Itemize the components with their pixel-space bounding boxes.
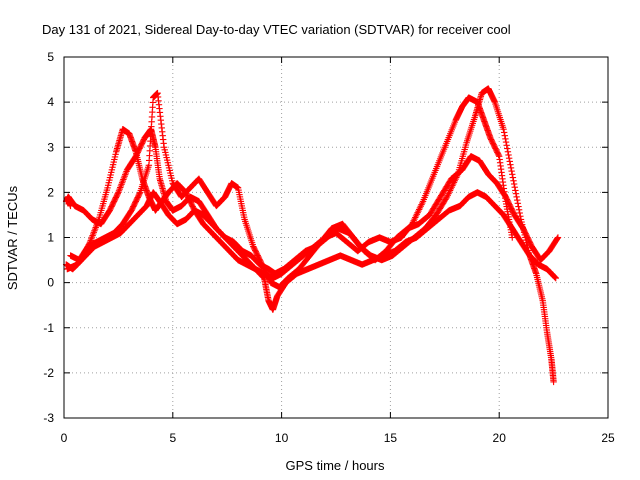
y-tick-label: 5 — [47, 50, 54, 64]
x-tick-label: 10 — [275, 431, 289, 445]
data-point — [511, 184, 518, 191]
y-tick-label: 4 — [47, 95, 54, 109]
data-point — [514, 196, 521, 204]
data-point — [509, 171, 516, 178]
y-tick-label: -2 — [43, 366, 54, 380]
data-point — [506, 158, 513, 165]
data-point — [505, 155, 513, 162]
x-tick-label: 0 — [61, 431, 68, 445]
data-point — [509, 174, 517, 181]
series-track-e — [62, 193, 74, 210]
data-point — [502, 135, 509, 143]
y-tick-label: 1 — [47, 231, 54, 245]
y-axis-label: SDTVAR / TECUs — [5, 185, 20, 290]
data-point — [515, 203, 522, 210]
y-tick-label: 0 — [47, 276, 54, 290]
data-point — [513, 193, 520, 201]
y-tick-label: 2 — [47, 185, 54, 199]
data-point — [515, 206, 523, 213]
data-points — [62, 85, 562, 386]
x-tick-label: 25 — [601, 431, 615, 445]
x-tick-label: 5 — [169, 431, 176, 445]
grid-layer — [64, 57, 608, 418]
data-point — [512, 187, 519, 194]
data-point — [504, 145, 511, 152]
y-tick-label: 3 — [47, 140, 54, 154]
data-point — [510, 177, 517, 184]
series-track-d — [64, 189, 557, 386]
data-point — [504, 148, 512, 155]
data-point — [510, 180, 518, 188]
data-point — [509, 234, 516, 241]
data-point — [500, 129, 508, 136]
data-point — [507, 161, 514, 168]
data-point — [512, 190, 520, 197]
data-point — [507, 164, 515, 172]
data-point — [114, 190, 121, 197]
x-axis-label: GPS time / hours — [286, 458, 385, 473]
y-tick-label: -3 — [43, 411, 54, 425]
x-tick-label: 15 — [384, 431, 398, 445]
chart-title: Day 131 of 2021, Sidereal Day-to-day VTE… — [42, 22, 511, 37]
data-point — [502, 138, 510, 146]
data-point — [550, 378, 557, 386]
data-point — [505, 151, 512, 159]
data-point — [495, 151, 502, 159]
data-point — [514, 200, 522, 207]
y-tick-label: -1 — [43, 321, 54, 335]
data-point — [501, 132, 508, 139]
data-point — [508, 167, 515, 175]
x-tick-label: 20 — [493, 431, 507, 445]
